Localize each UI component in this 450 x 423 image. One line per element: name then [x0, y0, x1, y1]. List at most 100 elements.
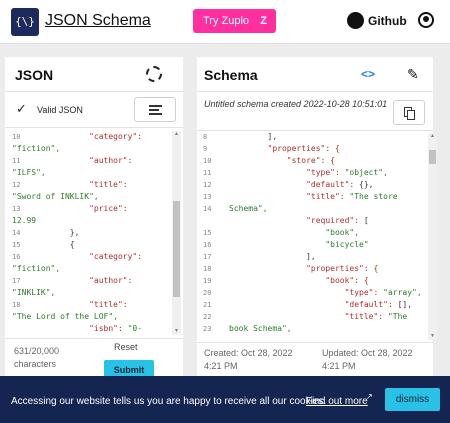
code-token: {	[12, 240, 75, 249]
json-editor-scrollbar[interactable]: ▲ ▼	[172, 131, 181, 335]
code-token: "properties": {	[229, 264, 379, 273]
divider	[197, 130, 433, 131]
code-line: book Schema",	[229, 323, 292, 335]
find-out-more-link[interactable]: Find out more	[306, 396, 368, 407]
code-token: "The	[387, 312, 408, 321]
code-token: 12.99	[12, 216, 37, 225]
divider	[197, 342, 433, 343]
code-token: "fiction",	[12, 144, 61, 153]
code-token: "isbn":	[12, 324, 128, 333]
code-view-icon[interactable]: <>	[361, 67, 376, 81]
code-line: "store": {	[229, 155, 335, 167]
created-date: Created: Oct 28, 2022	[204, 348, 293, 358]
updated-timestamp: Updated: Oct 28, 2022 4:21 PM	[322, 347, 413, 373]
code-token: "Sword of INKLIK",	[12, 192, 99, 201]
check-icon: ✓	[16, 101, 27, 116]
submit-button[interactable]: Submit	[104, 360, 154, 380]
scroll-up-icon[interactable]: ▲	[174, 131, 179, 137]
code-line: "book": {	[229, 275, 368, 287]
character-count-unit: characters	[14, 359, 57, 369]
json-editor[interactable]: "category": "fiction", "author": "ILFS",…	[10, 131, 170, 335]
code-line: "INKLIK",	[12, 287, 55, 299]
line-number: 21	[203, 301, 212, 309]
line-number: 10	[203, 157, 212, 165]
code-line: "category":	[12, 131, 147, 143]
code-line: "properties": {	[229, 263, 378, 275]
try-zuplo-button[interactable]: Try Zuplo Z	[193, 9, 276, 33]
copy-schema-button[interactable]	[393, 100, 425, 125]
updated-date: Updated: Oct 28, 2022	[322, 348, 413, 358]
github-icon[interactable]	[347, 12, 364, 29]
format-lines-icon	[149, 109, 159, 111]
code-token: "author":	[12, 156, 138, 165]
code-line: ],	[229, 251, 316, 263]
scrollbar-thumb[interactable]	[429, 150, 436, 164]
schema-editor[interactable]: ], "properties": { "store": { "type": "o…	[199, 131, 423, 341]
code-token: "title":	[12, 180, 133, 189]
json-panel: JSON ✓ Valid JSON "category": "fiction",…	[5, 57, 183, 388]
code-line: "category":	[12, 251, 147, 263]
brand-title-link[interactable]: JSON Schema	[45, 12, 151, 29]
code-token: "store": {	[229, 156, 335, 165]
json-panel-title: JSON	[15, 67, 54, 83]
copy-icon	[407, 110, 415, 120]
code-line: 12.99	[12, 215, 36, 227]
schema-editor-scrollbar[interactable]: ▲ ▼	[428, 133, 437, 340]
scrollbar-thumb[interactable]	[173, 201, 180, 297]
code-token: "fiction",	[12, 264, 61, 273]
json-schema-logo[interactable]: {\}	[11, 8, 39, 36]
pencil-icon[interactable]: ✎	[407, 66, 419, 82]
code-line: "book",	[229, 227, 359, 239]
code-line: "author":	[12, 275, 137, 287]
code-token: [],	[397, 300, 413, 309]
code-token: [	[363, 216, 369, 225]
line-number: 14	[203, 205, 212, 213]
code-line: "default": {},	[229, 179, 374, 191]
code-token: "title":	[12, 300, 133, 309]
code-line: "price":	[12, 203, 132, 215]
code-token: {},	[359, 180, 374, 189]
code-line: "title":	[12, 299, 132, 311]
code-token: "title":	[229, 312, 388, 321]
code-token: "author":	[12, 276, 138, 285]
character-count: 631/20,000 characters	[14, 345, 94, 371]
code-token: "type":	[229, 168, 345, 177]
divider	[5, 127, 183, 128]
schema-panel: Schema <> ✎ Untitled schema created 2022…	[197, 57, 437, 388]
code-token: Schema",	[229, 204, 268, 213]
github-link[interactable]: Github	[368, 14, 407, 28]
code-line: Schema",	[229, 203, 268, 215]
line-number: 15	[203, 229, 212, 237]
format-json-button[interactable]	[134, 97, 176, 122]
code-line: ],	[229, 131, 278, 143]
code-token: book Schema",	[229, 324, 292, 333]
code-token: "category":	[12, 252, 147, 261]
scroll-down-icon[interactable]: ▼	[430, 333, 435, 339]
reset-button[interactable]: Reset	[114, 342, 138, 352]
code-token: "0-	[127, 324, 143, 333]
code-token: "The Lord of the LOF",	[12, 312, 118, 321]
code-token: "bicycle"	[229, 240, 369, 249]
updated-time: 4:21 PM	[322, 361, 356, 371]
code-line: "title": "The store	[229, 191, 398, 203]
scroll-up-icon[interactable]: ▲	[430, 133, 435, 139]
cookie-banner: Accessing our website tells us you are h…	[0, 376, 450, 423]
line-number: 20	[203, 289, 212, 297]
gear-icon[interactable]	[146, 66, 162, 82]
account-icon[interactable]	[418, 12, 434, 28]
line-number: 13	[12, 205, 21, 213]
dismiss-button[interactable]: dismiss	[385, 388, 440, 411]
schema-panel-title: Schema	[204, 67, 258, 83]
external-link-icon: ↗	[366, 392, 373, 401]
code-line: "default": [],	[229, 299, 412, 311]
code-token: "INKLIK",	[12, 288, 56, 297]
line-number: 16	[12, 253, 21, 261]
divider	[5, 338, 183, 339]
line-number: 17	[203, 253, 212, 261]
scroll-down-icon[interactable]: ▼	[174, 328, 179, 334]
code-token: "book",	[229, 228, 360, 237]
line-number: 19	[203, 277, 212, 285]
line-number: 14	[12, 229, 21, 237]
code-line: "title":	[12, 179, 132, 191]
line-number: 22	[203, 313, 212, 321]
